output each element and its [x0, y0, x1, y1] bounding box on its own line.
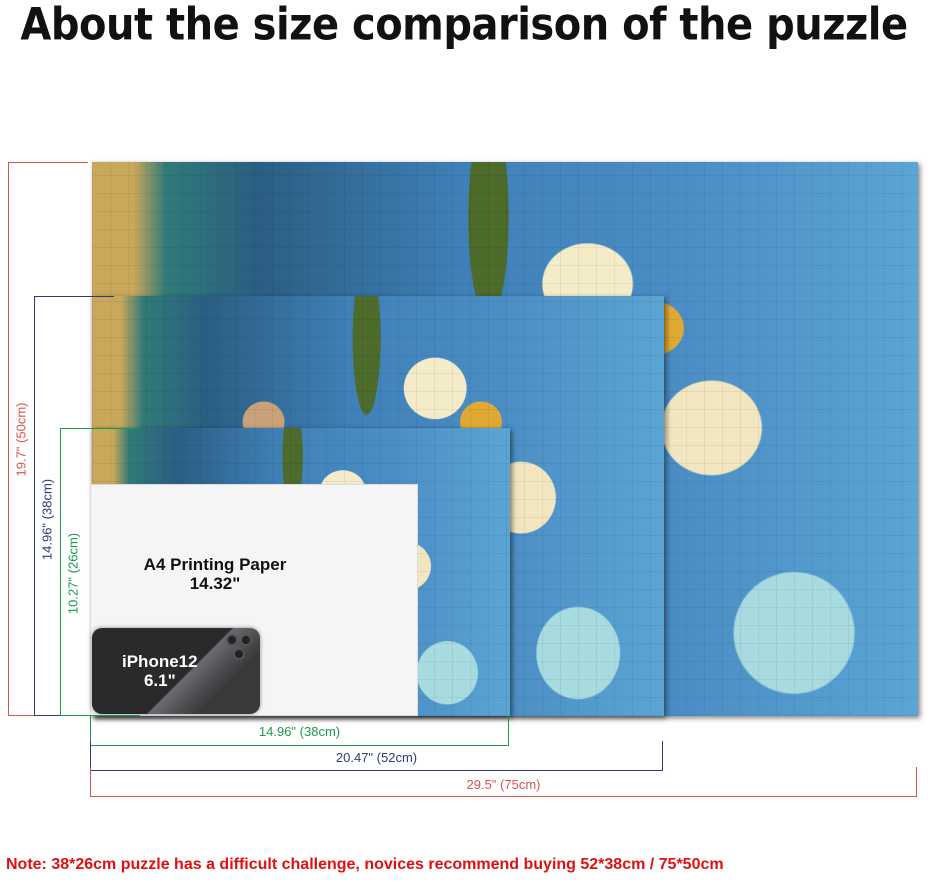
phone-size: 6.1" — [143, 671, 176, 690]
iphone-image: iPhone12 6.1" — [92, 628, 260, 714]
width-label-large: 29.5" (75cm) — [466, 777, 541, 792]
phone-name: iPhone12 — [122, 652, 198, 671]
a4-size: 14.32" — [189, 574, 241, 593]
height-label-medium: 14.96" (38cm) — [39, 478, 55, 561]
height-line-large — [8, 162, 88, 716]
height-line-small — [60, 428, 140, 716]
width-label-medium: 20.47" (52cm) — [335, 750, 418, 765]
height-label-large: 19.7" (50cm) — [13, 402, 29, 477]
height-line-medium — [34, 296, 114, 716]
a4-name: A4 Printing Paper — [143, 555, 287, 574]
a4-label: A4 Printing Paper 14.32" — [130, 555, 300, 593]
title: About the size comparison of the puzzle — [20, 0, 908, 51]
note: Note: 38*26cm puzzle has a difficult cha… — [6, 856, 724, 873]
width-label-small: 14.96" (38cm) — [258, 724, 341, 739]
height-label-small: 10.27" (26cm) — [65, 532, 81, 615]
